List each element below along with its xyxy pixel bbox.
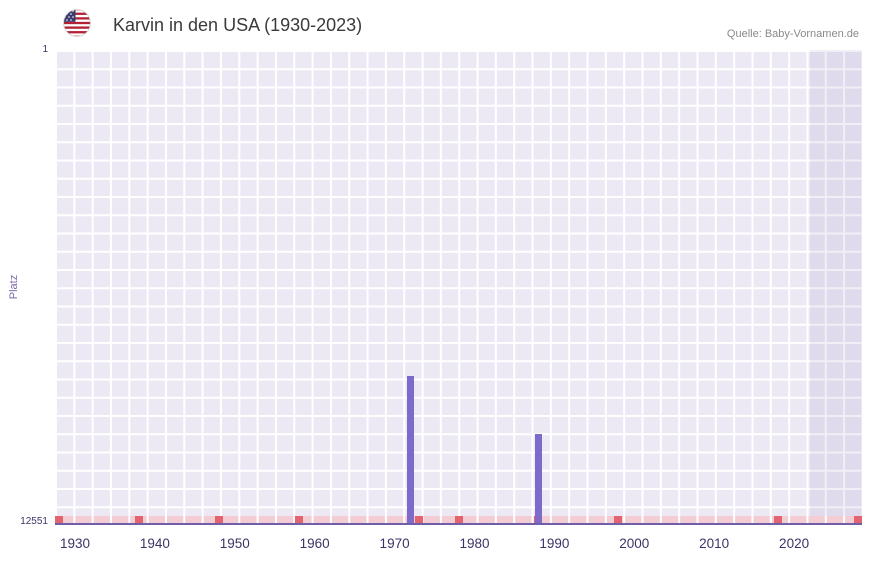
rank-bar-1972[interactable] (407, 375, 415, 523)
x-tick-2000: 2000 (619, 536, 650, 551)
us-flag-icon (63, 9, 91, 37)
baseline-mark-2028 (854, 516, 862, 523)
baseline-mark-1938 (134, 516, 143, 523)
y-tick-top: 1 (42, 44, 48, 55)
x-tick-1950: 1950 (219, 536, 250, 551)
baseline-mark-1928 (55, 516, 63, 523)
baseline-mark-1998 (614, 516, 623, 523)
plot-area (55, 50, 862, 525)
recent-years-band (810, 50, 862, 523)
baseline-mark-1978 (454, 516, 463, 523)
x-tick-1960: 1960 (299, 536, 330, 551)
y-tick-bottom: 12551 (20, 516, 48, 527)
x-tick-1930: 1930 (59, 536, 90, 551)
x-tick-2010: 2010 (699, 536, 730, 551)
x-tick-1970: 1970 (379, 536, 410, 551)
x-tick-2020: 2020 (779, 536, 810, 551)
x-tick-1940: 1940 (139, 536, 170, 551)
x-tick-1980: 1980 (459, 536, 490, 551)
rank-bar-1988[interactable] (534, 434, 542, 523)
x-tick-1990: 1990 (539, 536, 570, 551)
baseline-mark-1973 (414, 516, 423, 523)
x-axis-labels: 1930 1940 1950 1960 1970 1980 1990 2000 2010 2020 (55, 532, 862, 556)
source-credit: Quelle: Baby-Vornamen.de (726, 28, 859, 40)
page-title: Karvin in den USA (1930-2023) (113, 15, 363, 35)
y-axis-label: Platz (8, 274, 20, 300)
baseline-mark-2018 (774, 516, 783, 523)
baseline-mark-1948 (214, 516, 223, 523)
baseline-mark-1958 (294, 516, 303, 523)
